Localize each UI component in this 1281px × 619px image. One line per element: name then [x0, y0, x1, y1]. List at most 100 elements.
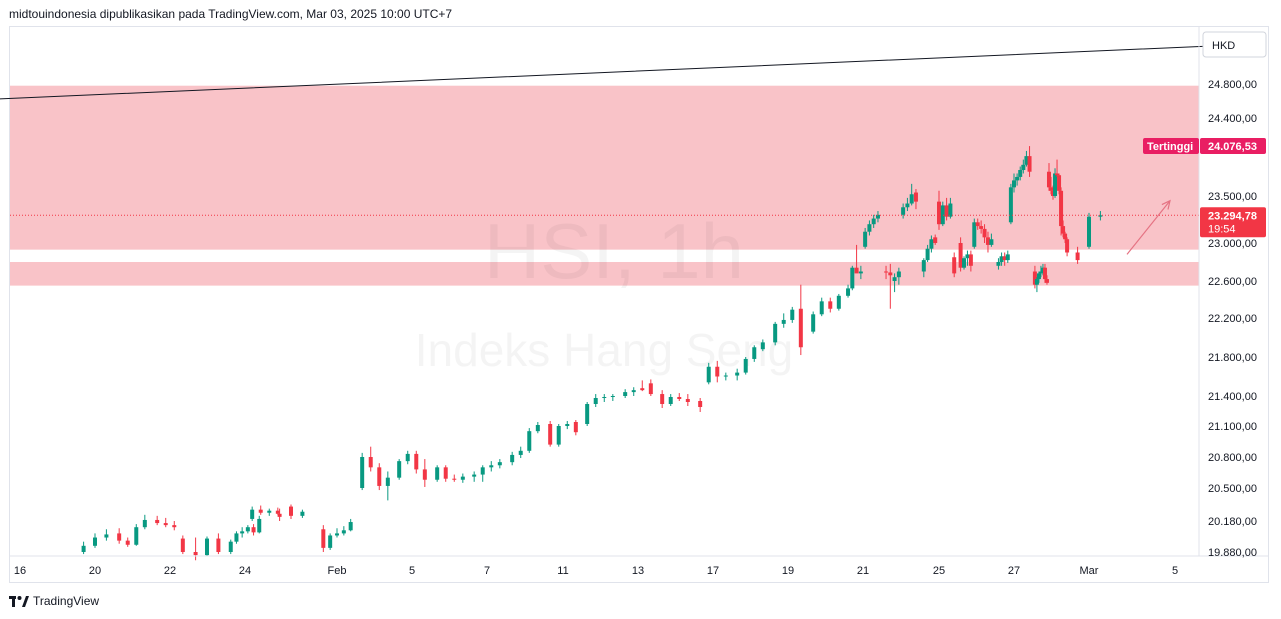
- candle-body[interactable]: [368, 457, 373, 468]
- candle-body[interactable]: [435, 467, 440, 480]
- candle-body[interactable]: [871, 218, 876, 225]
- candle-body[interactable]: [901, 207, 906, 215]
- candle-body[interactable]: [958, 243, 963, 268]
- candle-body[interactable]: [489, 465, 494, 468]
- candle-body[interactable]: [360, 457, 365, 488]
- candle-body[interactable]: [1065, 239, 1070, 253]
- candle-body[interactable]: [1027, 156, 1032, 172]
- candle-body[interactable]: [979, 226, 984, 229]
- candle-body[interactable]: [134, 527, 139, 545]
- candle-body[interactable]: [706, 366, 711, 383]
- candle-body[interactable]: [1032, 271, 1037, 285]
- candle-body[interactable]: [335, 533, 339, 536]
- candle-body[interactable]: [163, 523, 168, 526]
- candle-body[interactable]: [631, 390, 636, 393]
- candle-body[interactable]: [1015, 176, 1020, 181]
- candle-body[interactable]: [518, 450, 523, 455]
- candle-body[interactable]: [556, 426, 561, 445]
- candle-body[interactable]: [875, 214, 880, 219]
- candle-body[interactable]: [854, 267, 859, 274]
- resistance-zone-2[interactable]: [10, 262, 1199, 286]
- candle-body[interactable]: [414, 453, 419, 470]
- candle-body[interactable]: [965, 254, 970, 259]
- candle-body[interactable]: [240, 531, 245, 534]
- candle-body[interactable]: [982, 228, 987, 238]
- candle-body[interactable]: [548, 424, 553, 445]
- candle-body[interactable]: [1044, 279, 1049, 283]
- candle-body[interactable]: [472, 474, 477, 477]
- candle-body[interactable]: [610, 396, 615, 397]
- candle-body[interactable]: [348, 522, 353, 531]
- candle-body[interactable]: [905, 203, 910, 208]
- candle-body[interactable]: [668, 397, 673, 404]
- candle-body[interactable]: [172, 525, 177, 528]
- candle-body[interactable]: [1057, 175, 1062, 191]
- candle-body[interactable]: [798, 308, 803, 348]
- candle-body[interactable]: [1036, 273, 1041, 280]
- candle-body[interactable]: [660, 394, 665, 404]
- candle-body[interactable]: [510, 454, 515, 463]
- candle-body[interactable]: [850, 267, 855, 289]
- candle-body[interactable]: [321, 529, 326, 548]
- candle-body[interactable]: [640, 388, 645, 391]
- candle-body[interactable]: [858, 271, 863, 274]
- candle-body[interactable]: [585, 404, 590, 424]
- candle-body[interactable]: [593, 398, 598, 404]
- candle-body[interactable]: [677, 397, 682, 399]
- candle-body[interactable]: [193, 552, 198, 556]
- candle-body[interactable]: [267, 510, 272, 513]
- candle-body[interactable]: [81, 545, 86, 552]
- candle-body[interactable]: [205, 538, 209, 556]
- candle-body[interactable]: [125, 540, 130, 545]
- candle-body[interactable]: [996, 262, 1001, 266]
- candle-body[interactable]: [1055, 173, 1060, 176]
- candle-body[interactable]: [723, 375, 728, 377]
- candle-body[interactable]: [289, 506, 293, 516]
- candle-body[interactable]: [760, 342, 765, 350]
- candle-body[interactable]: [245, 527, 250, 532]
- candle-body[interactable]: [892, 277, 897, 281]
- trendline[interactable]: [0, 45, 1218, 100]
- candle-body[interactable]: [250, 509, 255, 519]
- candle-body[interactable]: [1051, 190, 1056, 196]
- candle-body[interactable]: [257, 518, 262, 533]
- candle-body[interactable]: [921, 260, 926, 272]
- candle-body[interactable]: [685, 399, 690, 402]
- candle-body[interactable]: [623, 392, 628, 396]
- candle-body[interactable]: [1038, 271, 1043, 274]
- candle-body[interactable]: [1046, 171, 1051, 188]
- candle-body[interactable]: [888, 272, 893, 276]
- candle-body[interactable]: [1049, 187, 1053, 191]
- candle-body[interactable]: [93, 537, 97, 546]
- candle-body[interactable]: [142, 519, 147, 528]
- projection-arrow[interactable]: [1126, 200, 1171, 255]
- candle-body[interactable]: [565, 424, 570, 426]
- candle-body[interactable]: [940, 205, 945, 225]
- candle-body[interactable]: [497, 462, 502, 466]
- candle-body[interactable]: [341, 530, 346, 534]
- candle-body[interactable]: [828, 301, 833, 309]
- candle-body[interactable]: [397, 461, 402, 478]
- candle-body[interactable]: [1005, 254, 1010, 261]
- resistance-zone-1[interactable]: [10, 85, 1199, 250]
- candle-body[interactable]: [1098, 215, 1103, 217]
- candle-body[interactable]: [480, 467, 485, 475]
- candle-body[interactable]: [743, 358, 748, 373]
- candle-body[interactable]: [925, 248, 930, 261]
- candle-body[interactable]: [735, 372, 740, 376]
- candle-body[interactable]: [300, 511, 305, 516]
- candle-body[interactable]: [1061, 226, 1066, 234]
- candle-body[interactable]: [867, 224, 872, 232]
- candle-body[interactable]: [790, 309, 795, 320]
- candle-body[interactable]: [328, 535, 333, 548]
- candle-body[interactable]: [648, 383, 653, 395]
- candle-body[interactable]: [1008, 187, 1013, 223]
- candle-body[interactable]: [985, 237, 990, 245]
- candle-body[interactable]: [913, 192, 918, 202]
- candle-body[interactable]: [989, 239, 994, 245]
- candle-body[interactable]: [975, 222, 980, 227]
- candle-body[interactable]: [1021, 164, 1026, 170]
- candle-body[interactable]: [781, 319, 786, 324]
- candle-body[interactable]: [811, 314, 816, 332]
- candle-body[interactable]: [715, 366, 720, 377]
